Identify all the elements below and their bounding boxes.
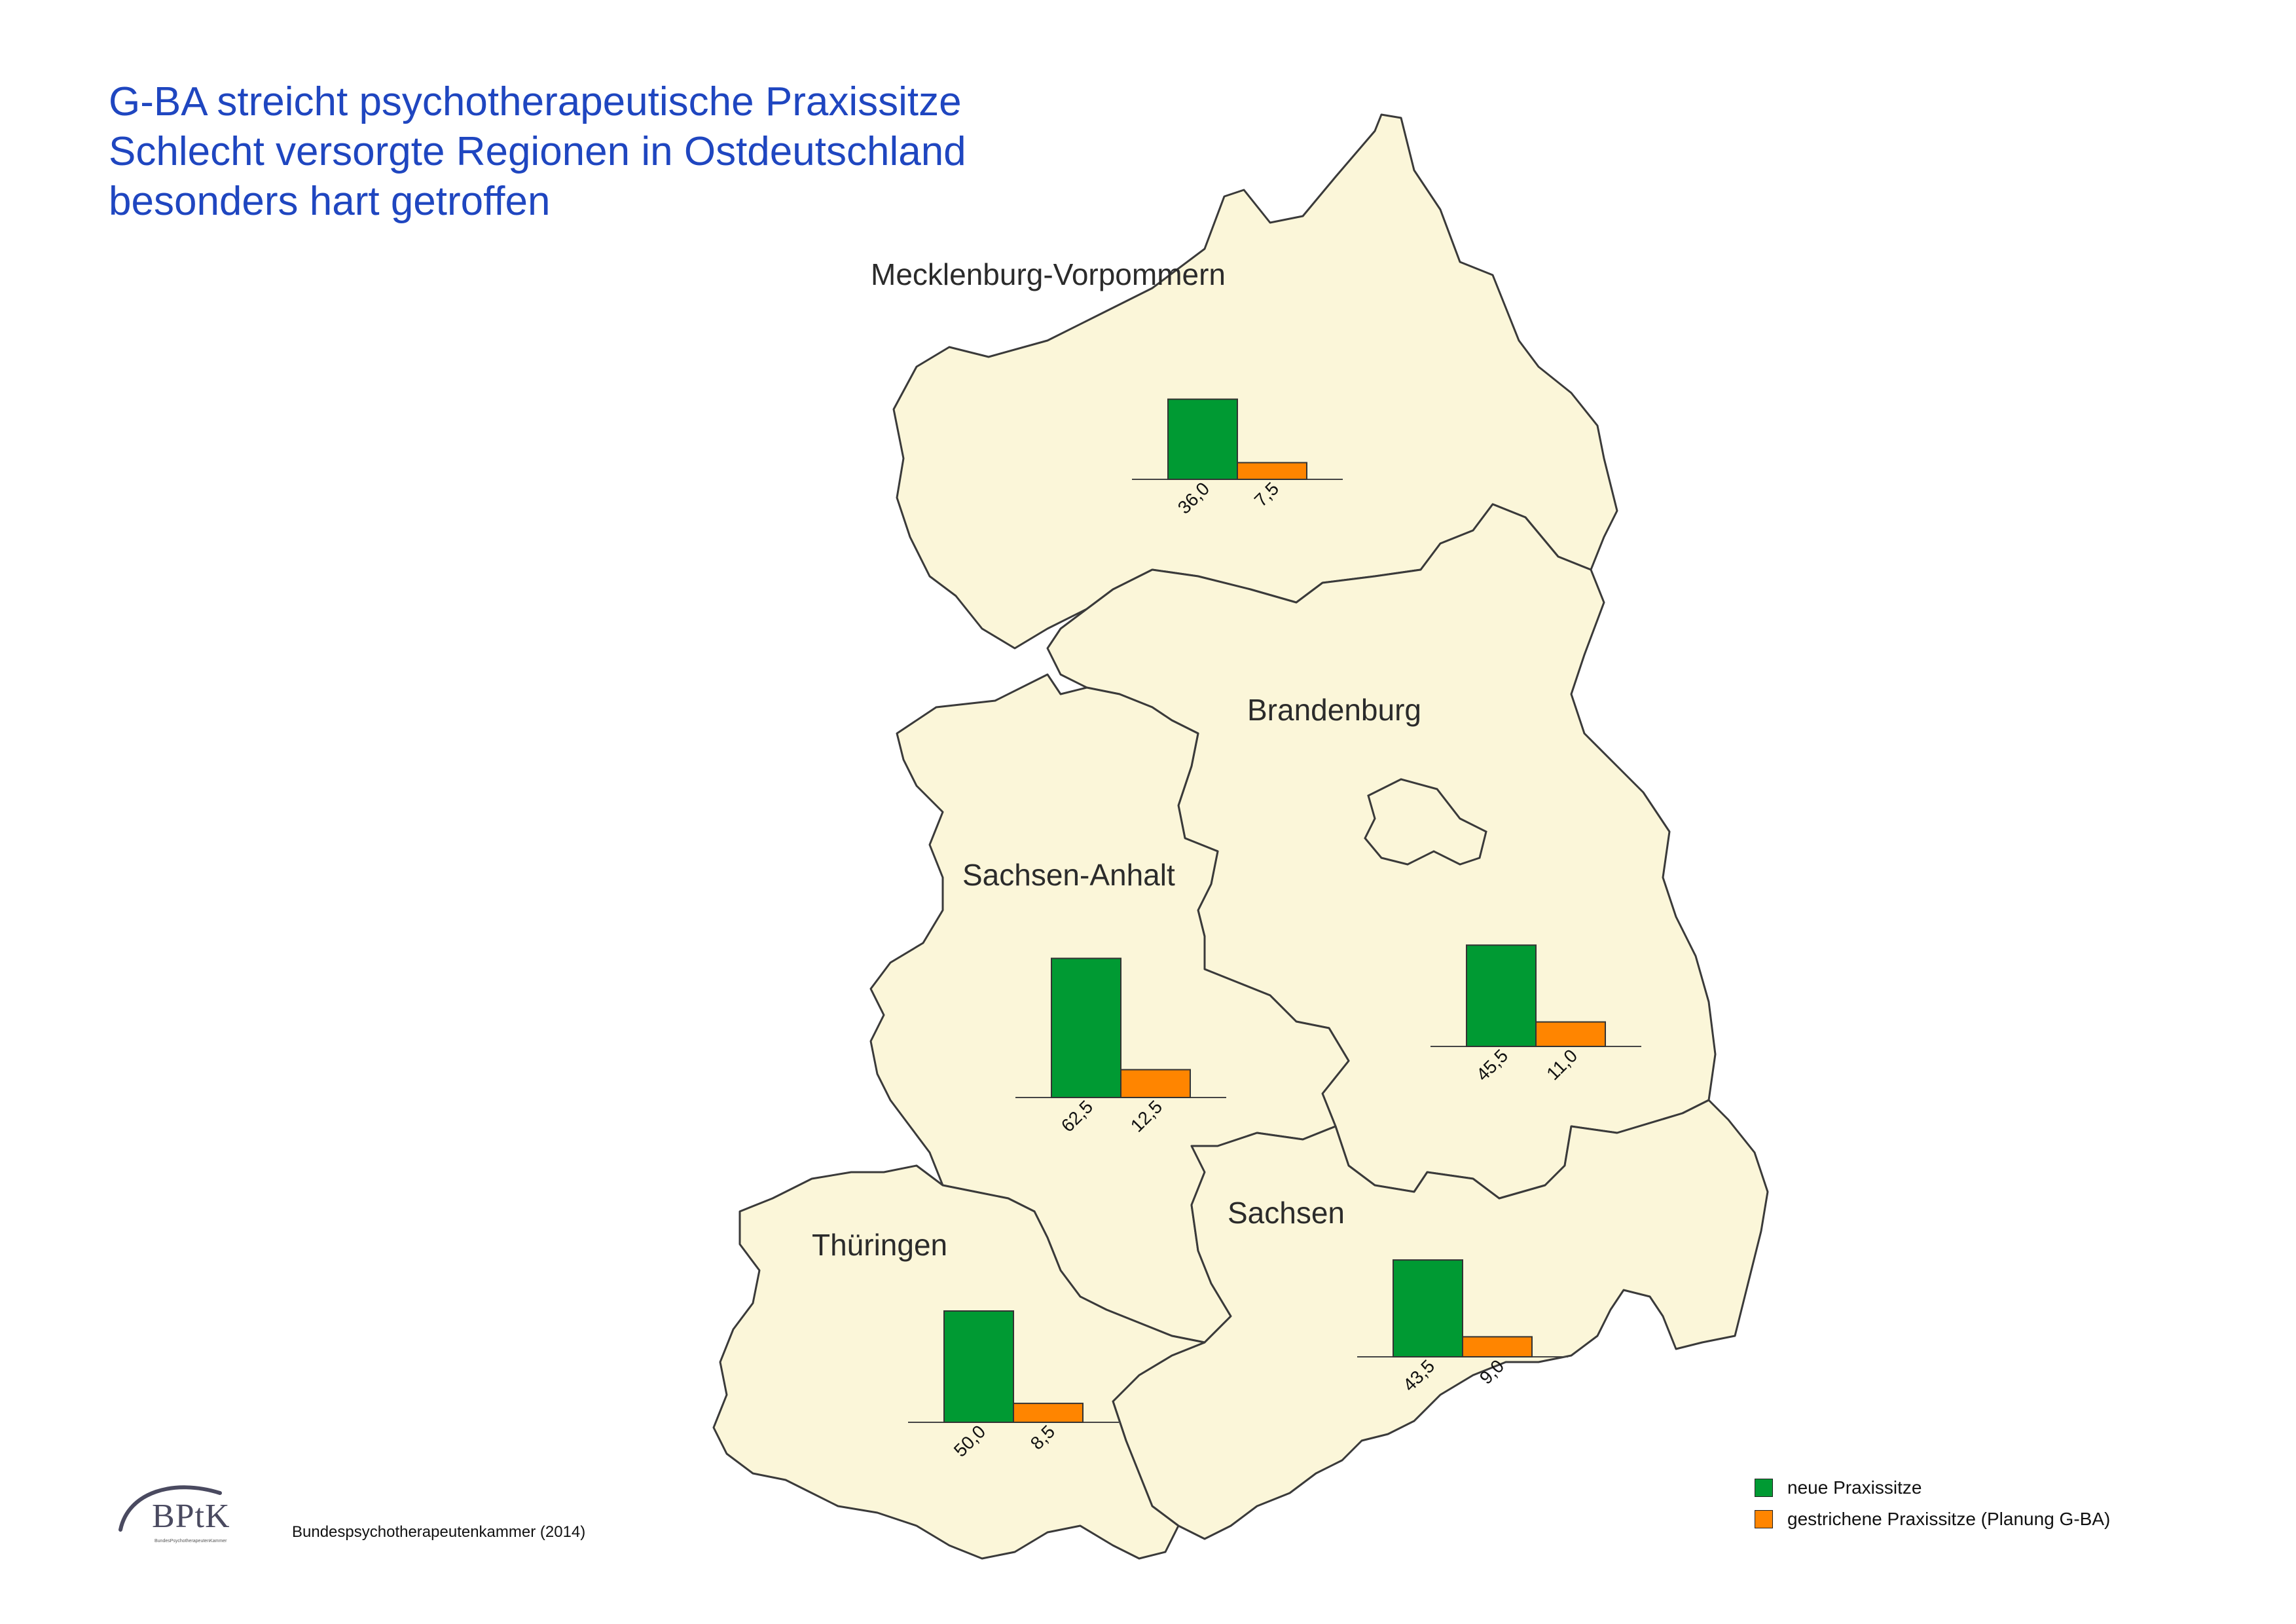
legend: neue Praxissitze gestrichene Praxissitze…: [1755, 1472, 2110, 1535]
legend-item-gestrichene: gestrichene Praxissitze (Planung G-BA): [1755, 1504, 2110, 1535]
region-label-sachsen-anhalt: Sachsen-Anhalt: [962, 858, 1175, 892]
region-mecklenburg-vorpommern: [892, 113, 1618, 650]
bptk-logo: BPtK BundesPsychotherapeutenKammer: [109, 1479, 272, 1544]
source-note: Bundespsychotherapeutenkammer (2014): [292, 1523, 586, 1541]
legend-swatch-gestrichene: [1755, 1510, 1773, 1528]
bar-neue-thueringen: [943, 1310, 1014, 1423]
legend-swatch-neue: [1755, 1479, 1773, 1497]
logo-arc-icon: [118, 1485, 222, 1532]
bar-gestrichene-thueringen: [1013, 1403, 1084, 1424]
region-label-thueringen: Thüringen: [812, 1228, 947, 1262]
region-berlin: [1364, 778, 1487, 866]
bar-neue-sachsen-anhalt: [1051, 957, 1121, 1098]
logo-subtext: BundesPsychotherapeutenKammer: [155, 1539, 227, 1543]
bar-neue-brandenburg: [1466, 944, 1537, 1048]
bar-chart-sachsen: 43,5 9,0: [1357, 1259, 1568, 1395]
bar-chart-thueringen: 50,0 8,5: [908, 1310, 1119, 1461]
legend-label-neue: neue Praxissitze: [1787, 1477, 1922, 1498]
bar-chart-sachsen-anhalt: 62,5 12,5: [1015, 957, 1226, 1136]
logo-text: BPtK: [152, 1498, 230, 1535]
title-line-2: Schlecht versorgte Regionen in Ostdeutsc…: [109, 129, 966, 174]
region-label-brandenburg: Brandenburg: [1247, 693, 1421, 727]
bar-chart-mecklenburg-vorpommern: 36,0 7,5: [1132, 398, 1343, 518]
legend-item-neue: neue Praxissitze: [1755, 1472, 2110, 1504]
bar-neue-sachsen: [1393, 1259, 1463, 1357]
bar-gestrichene-sachsen: [1462, 1336, 1533, 1358]
region-label-sachsen: Sachsen: [1228, 1196, 1345, 1230]
bar-charts: 36,0 7,5 45,5 11,0 62,5 12,5 43,5 9,0 50,0 8,5: [908, 398, 1641, 1461]
legend-label-gestrichene: gestrichene Praxissitze (Planung G-BA): [1787, 1509, 2111, 1529]
title-line-3: besonders hart getroffen: [109, 179, 551, 224]
bar-gestrichene-mecklenburg-vorpommern: [1237, 462, 1307, 480]
map-title: G-BA streicht psychotherapeutische Praxi…: [109, 77, 966, 227]
bar-gestrichene-brandenburg: [1535, 1021, 1606, 1047]
bar-gestrichene-sachsen-anhalt: [1120, 1069, 1191, 1098]
bar-chart-brandenburg: 45,5 11,0: [1430, 944, 1641, 1085]
bar-neue-mecklenburg-vorpommern: [1167, 398, 1238, 480]
region-label-mecklenburg-vorpommern: Mecklenburg-Vorpommern: [871, 257, 1226, 291]
title-line-1: G-BA streicht psychotherapeutische Praxi…: [109, 79, 962, 124]
